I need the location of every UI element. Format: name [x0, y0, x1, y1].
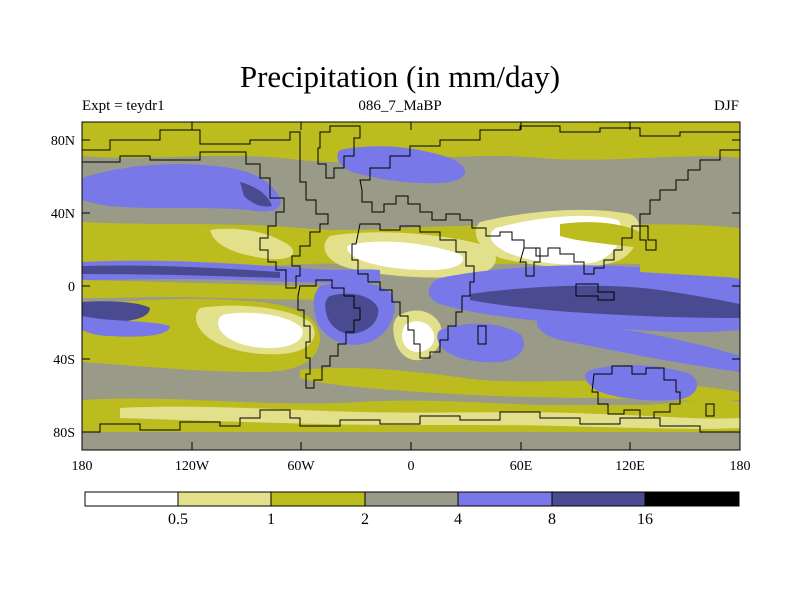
- coast-greenland: [317, 125, 361, 179]
- coast-se-asia: [575, 283, 615, 301]
- lat-tick-label: 40N: [51, 207, 75, 222]
- coast-new-zealand: [705, 403, 715, 417]
- coast-eurasia: [359, 125, 740, 275]
- itcz-north-core: [82, 265, 280, 278]
- coast-india: [519, 247, 541, 277]
- antarctic-gray: [82, 432, 740, 450]
- s-pacific-dry: [218, 312, 303, 348]
- period-label: 086_7_MaBP: [358, 98, 442, 114]
- colorbar-box: [644, 491, 740, 507]
- lon-tick-label: 120W: [175, 459, 210, 474]
- colorbar-label: 2: [361, 511, 369, 528]
- experiment-label: Expt = teydr1: [82, 98, 165, 114]
- colorbar: 0.5 1 2 4 8 16: [84, 491, 740, 528]
- sahara-dry: [347, 241, 464, 270]
- season-label: DJF: [713, 98, 739, 114]
- coast-madagascar: [477, 325, 487, 345]
- lat-tick-label: 80N: [51, 134, 75, 149]
- equator-yellow: [82, 280, 390, 300]
- coast-antarctica: [82, 409, 740, 433]
- lon-axis: 180 120W 60W 0 60E 120E 180: [72, 459, 751, 474]
- spcz-band: [536, 318, 740, 372]
- colorbar-box: [364, 491, 459, 507]
- precip-field: [82, 122, 740, 450]
- coast-south-america: [297, 279, 361, 389]
- coast-japan: [639, 225, 657, 251]
- lat-tick-label: 0: [68, 280, 75, 295]
- lon-tick-label: 60W: [287, 459, 315, 474]
- lon-tick-label: 0: [408, 459, 415, 474]
- africa-s-wet: [437, 323, 524, 363]
- s-pacific-blue: [82, 301, 150, 322]
- colorbar-label: 1: [267, 511, 275, 528]
- colorbar-box: [551, 491, 646, 507]
- tibet-band: [560, 222, 640, 248]
- africa-wet-core: [325, 293, 379, 334]
- colorbar-label: 0.5: [168, 511, 188, 528]
- antarctic-light: [120, 406, 740, 429]
- colorbar-box: [84, 491, 179, 507]
- coast-north-america: [82, 129, 329, 289]
- n-subtropic-light: [210, 228, 294, 260]
- n-pacific-core: [240, 182, 272, 207]
- warm-pool-core: [470, 285, 740, 318]
- colorbar-box: [457, 491, 553, 507]
- australia-blue: [585, 365, 698, 401]
- colorbar-label: 4: [454, 511, 462, 528]
- lat-tick-label: 80S: [53, 426, 75, 441]
- plot-title: Precipitation (in mm/day): [239, 59, 561, 94]
- lon-tick-label: 120E: [615, 459, 645, 474]
- colorbar-box: [270, 491, 366, 507]
- coast-australia: [591, 365, 681, 419]
- colorbar-box: [177, 491, 272, 507]
- pacific-east: [640, 258, 740, 278]
- lat-tick-label: 40S: [53, 353, 75, 368]
- lon-tick-label: 60E: [510, 459, 533, 474]
- n-atlantic-storm: [337, 146, 465, 184]
- s-pacific-blue-outer: [82, 316, 170, 337]
- lat-axis: 80N 40N 0 40S 80S: [51, 134, 75, 441]
- colorbar-label: 8: [548, 511, 556, 528]
- map-frame: [81, 121, 741, 451]
- coast-africa: [351, 223, 475, 359]
- lon-tick-label: 180: [730, 459, 751, 474]
- coastlines: [82, 125, 740, 433]
- n-pacific-storm: [82, 164, 281, 212]
- colorbar-label: 16: [637, 511, 653, 528]
- lon-tick-label: 180: [72, 459, 93, 474]
- s-america-dry: [402, 321, 435, 352]
